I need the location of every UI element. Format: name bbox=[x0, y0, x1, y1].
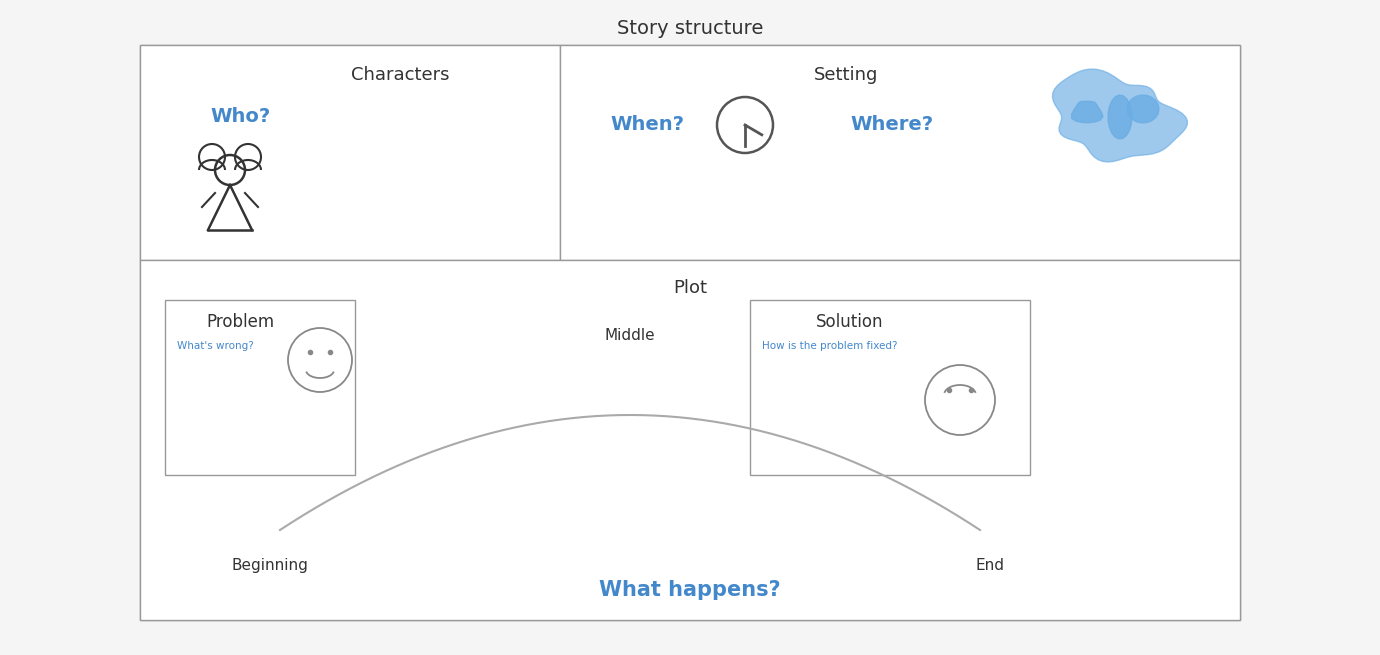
Bar bbox=[139, 45, 1241, 620]
Text: When?: When? bbox=[610, 115, 684, 134]
Text: Where?: Where? bbox=[850, 115, 933, 134]
Text: Who?: Who? bbox=[210, 107, 270, 126]
Text: Characters: Characters bbox=[351, 66, 450, 84]
Polygon shape bbox=[1108, 95, 1132, 139]
Text: What happens?: What happens? bbox=[599, 580, 781, 600]
Text: End: End bbox=[976, 558, 1005, 573]
Text: Plot: Plot bbox=[673, 279, 707, 297]
Text: Middle: Middle bbox=[604, 328, 656, 343]
Text: Beginning: Beginning bbox=[232, 558, 309, 573]
Polygon shape bbox=[1053, 69, 1187, 162]
Bar bbox=[139, 45, 560, 260]
Text: What's wrong?: What's wrong? bbox=[177, 341, 254, 351]
Polygon shape bbox=[1071, 102, 1103, 122]
Text: Story structure: Story structure bbox=[617, 18, 763, 37]
Bar bbox=[166, 300, 355, 475]
Text: How is the problem fixed?: How is the problem fixed? bbox=[762, 341, 897, 351]
Polygon shape bbox=[1127, 95, 1159, 123]
Text: Problem: Problem bbox=[206, 313, 275, 331]
Text: Solution: Solution bbox=[816, 313, 883, 331]
Bar bbox=[749, 300, 1029, 475]
Bar bbox=[139, 260, 1241, 620]
Text: Setting: Setting bbox=[813, 66, 878, 84]
Bar bbox=[560, 45, 1241, 260]
